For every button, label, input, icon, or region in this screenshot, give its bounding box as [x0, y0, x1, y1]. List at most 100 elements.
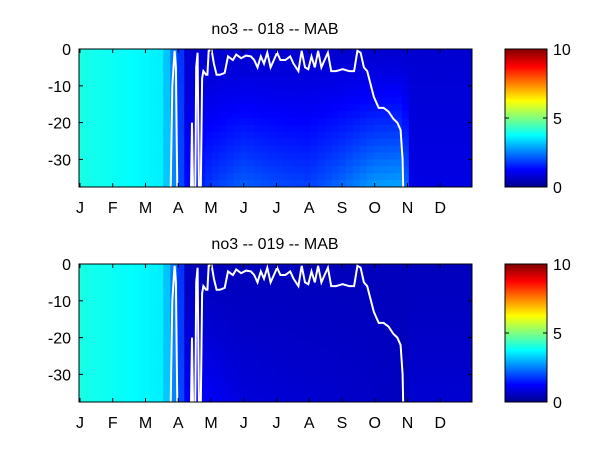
heatmap-cell	[149, 138, 157, 147]
heatmap-cell	[324, 326, 333, 334]
heatmap-cell	[254, 264, 263, 272]
heatmap-cell	[184, 152, 192, 160]
heatmap-cell	[366, 312, 375, 320]
heatmap-cell	[240, 367, 249, 375]
heatmap-cell	[464, 374, 472, 382]
heatmap-cell	[275, 305, 284, 313]
heatmap-cell	[380, 326, 389, 334]
heatmap-cell	[317, 124, 326, 133]
heatmap-cell	[170, 159, 178, 167]
heatmap-cell	[149, 111, 157, 119]
heatmap-cell	[254, 381, 263, 389]
heatmap-cell	[373, 374, 382, 382]
heatmap-cell	[331, 55, 340, 64]
heatmap-cell	[450, 145, 459, 154]
heatmap-cell	[310, 270, 319, 279]
heatmap-cell	[436, 111, 445, 119]
heatmap-cell	[457, 264, 466, 272]
heatmap-cell	[401, 346, 410, 355]
heatmap-cell	[317, 97, 326, 105]
heatmap-cell	[345, 339, 354, 348]
heatmap-cell	[324, 62, 333, 71]
heatmap-cell	[429, 298, 438, 306]
heatmap-cell	[373, 270, 382, 279]
heatmap-cell	[303, 118, 312, 126]
heatmap-cell	[352, 374, 361, 382]
heatmap-cell	[86, 145, 94, 154]
heatmap-cell	[177, 284, 185, 293]
x-tick-label: A	[304, 415, 315, 432]
heatmap-cell	[373, 319, 382, 327]
heatmap-cell	[142, 367, 150, 375]
heatmap-cell	[79, 395, 87, 402]
heatmap-cell	[247, 291, 256, 300]
heatmap-cell	[128, 284, 136, 293]
heatmap-cell	[401, 180, 410, 187]
heatmap-cell	[142, 55, 150, 64]
heatmap-cell	[142, 270, 150, 279]
heatmap-cell	[422, 138, 431, 147]
heatmap-cell	[212, 298, 220, 306]
heatmap-cell	[86, 131, 94, 140]
heatmap-cell	[394, 131, 403, 140]
heatmap-cell	[359, 55, 368, 64]
heatmap-cell	[177, 277, 185, 286]
heatmap-cell	[100, 298, 108, 306]
heatmap-cell	[205, 118, 213, 126]
heatmap-cell	[275, 277, 284, 286]
x-tick-label: A	[173, 415, 184, 432]
heatmap-cell	[352, 360, 361, 369]
heatmap-cell	[226, 111, 234, 119]
heatmap-cell	[212, 118, 220, 126]
heatmap-cell	[436, 97, 445, 105]
heatmap-cell	[93, 83, 101, 91]
heatmap-cell	[331, 264, 340, 272]
heatmap-cell	[107, 381, 115, 389]
heatmap-cell	[86, 152, 94, 160]
heatmap-cell	[177, 138, 185, 147]
heatmap-cell	[373, 83, 382, 91]
heatmap-cell	[450, 138, 459, 147]
heatmap-cell	[156, 353, 164, 362]
heatmap-cell	[100, 360, 108, 369]
heatmap-cell	[429, 145, 438, 154]
heatmap-cell	[114, 284, 122, 293]
heatmap-cell	[303, 284, 312, 293]
heatmap-cell	[387, 319, 396, 327]
heatmap-cell	[380, 305, 389, 313]
heatmap-cell	[254, 55, 263, 64]
heatmap-cell	[436, 90, 445, 98]
heatmap-cell	[359, 104, 368, 112]
heatmap-cell	[408, 270, 417, 279]
heatmap-cell	[233, 180, 242, 187]
heatmap-cell	[254, 124, 263, 133]
heatmap-cell	[457, 49, 466, 57]
heatmap-cell	[163, 173, 171, 181]
heatmap-cell	[170, 180, 178, 187]
heatmap-cell	[219, 326, 227, 334]
heatmap-cell	[331, 381, 340, 389]
heatmap-cell	[275, 97, 284, 105]
heatmap-cell	[219, 166, 227, 174]
heatmap-cell	[261, 138, 270, 147]
heatmap-cell	[107, 173, 115, 181]
heatmap-cell	[135, 333, 143, 341]
heatmap-cell	[429, 367, 438, 375]
heatmap-cell	[142, 326, 150, 334]
heatmap-cell	[100, 374, 108, 382]
heatmap-cell	[450, 83, 459, 91]
heatmap-cell	[240, 111, 249, 119]
heatmap-cell	[205, 138, 213, 147]
heatmap-cell	[366, 97, 375, 105]
heatmap-cell	[107, 180, 115, 187]
heatmap-cell	[359, 388, 368, 396]
heatmap-cell	[240, 97, 249, 105]
heatmap-cell	[380, 312, 389, 320]
heatmap-cell	[121, 277, 129, 286]
heatmap-cell	[408, 305, 417, 313]
heatmap-cell	[373, 284, 382, 293]
heatmap-cell	[121, 264, 129, 272]
heatmap-cell	[296, 291, 305, 300]
heatmap-cell	[268, 145, 277, 154]
heatmap-cell	[303, 69, 312, 78]
